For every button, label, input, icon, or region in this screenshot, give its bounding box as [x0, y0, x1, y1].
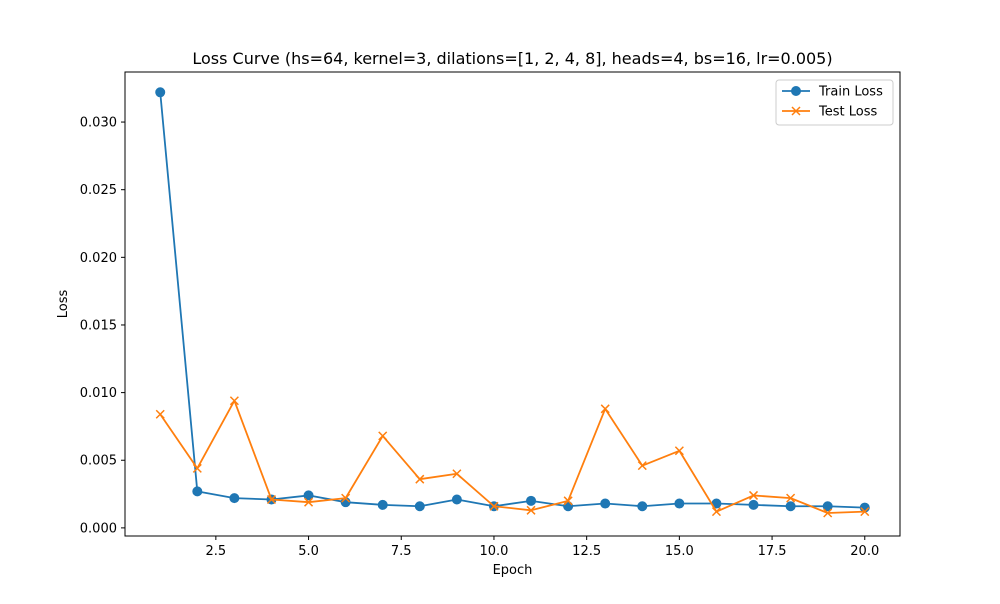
x-tick-label: 15.0 — [665, 544, 694, 559]
train-loss-point — [748, 499, 759, 510]
y-tick-label: 0.025 — [80, 183, 117, 198]
test-loss-point — [415, 474, 425, 484]
train-loss-point — [451, 494, 462, 505]
test-loss-point — [452, 469, 462, 479]
test-loss-point — [711, 507, 721, 517]
y-tick-label: 0.005 — [80, 454, 117, 469]
test-loss-point — [637, 461, 647, 471]
train-loss-point — [377, 499, 388, 510]
x-tick-label: 7.5 — [391, 544, 412, 559]
test-loss-point — [266, 494, 277, 505]
train-loss-point — [155, 87, 166, 98]
y-axis-label: Loss — [56, 290, 71, 319]
legend: Train Loss Test Loss — [775, 79, 894, 126]
chart-title: Loss Curve (hs=64, kernel=3, dilations=[… — [192, 49, 832, 68]
plot-area — [124, 71, 901, 537]
x-tick-label: 17.5 — [758, 544, 787, 559]
test-loss-point — [748, 490, 759, 500]
train-loss-point — [526, 495, 537, 506]
legend-label-train-loss: Train Loss — [818, 85, 883, 100]
x-tick-label: 20.0 — [850, 544, 879, 559]
y-tick-label: 0.015 — [80, 318, 117, 333]
x-axis-label: Epoch — [493, 563, 533, 578]
test-loss-point — [378, 431, 388, 441]
x-tick-label: 12.5 — [572, 544, 601, 559]
y-tick-label: 0.020 — [80, 251, 117, 266]
test-loss-point — [304, 497, 314, 507]
legend-entry: Test Loss — [782, 105, 877, 120]
y-tick-label: 0.030 — [80, 116, 117, 131]
train-loss-point — [229, 493, 240, 504]
test-loss-point — [155, 409, 165, 419]
train-loss-point — [785, 501, 796, 512]
legend-label-test-loss: Test Loss — [818, 105, 877, 120]
legend-marker-train-loss — [791, 86, 801, 96]
test-loss-point — [341, 493, 351, 503]
test-loss-series — [155, 396, 870, 518]
test-loss-point — [563, 496, 573, 506]
y-tick-label: 0.000 — [80, 521, 117, 536]
train-loss-point — [414, 501, 425, 512]
test-loss-point — [860, 507, 870, 517]
train-loss-point — [822, 501, 833, 512]
x-axis-ticks: 2.5 5.0 7.5 10.0 12.5 15.0 17.5 20.0 — [206, 536, 879, 559]
train-loss-point — [600, 498, 611, 509]
legend-entry: Train Loss — [782, 85, 883, 100]
x-tick-label: 5.0 — [298, 544, 319, 559]
axes-frame — [124, 71, 901, 537]
train-loss-line — [159, 92, 865, 509]
test-loss-point — [674, 446, 684, 456]
test-loss-point — [786, 493, 796, 503]
train-loss-point — [674, 498, 685, 509]
series-layer — [155, 87, 870, 518]
test-loss-point — [192, 463, 202, 473]
x-tick-label: 10.0 — [479, 544, 508, 559]
train-loss-point — [637, 501, 648, 512]
legend-marker-test-loss — [791, 106, 801, 116]
train-loss-point — [192, 486, 203, 497]
x-tick-label: 2.5 — [206, 544, 227, 559]
test-loss-point — [526, 505, 536, 515]
y-axis-ticks: 0.000 0.005 0.010 0.015 0.020 0.025 0.030 — [80, 116, 125, 536]
train-loss-point — [303, 490, 314, 501]
test-loss-point — [229, 396, 239, 406]
test-loss-point — [489, 501, 499, 511]
test-loss-point — [600, 404, 610, 414]
test-loss-point — [823, 508, 833, 518]
test-loss-line — [159, 399, 865, 514]
y-tick-label: 0.010 — [80, 386, 117, 401]
